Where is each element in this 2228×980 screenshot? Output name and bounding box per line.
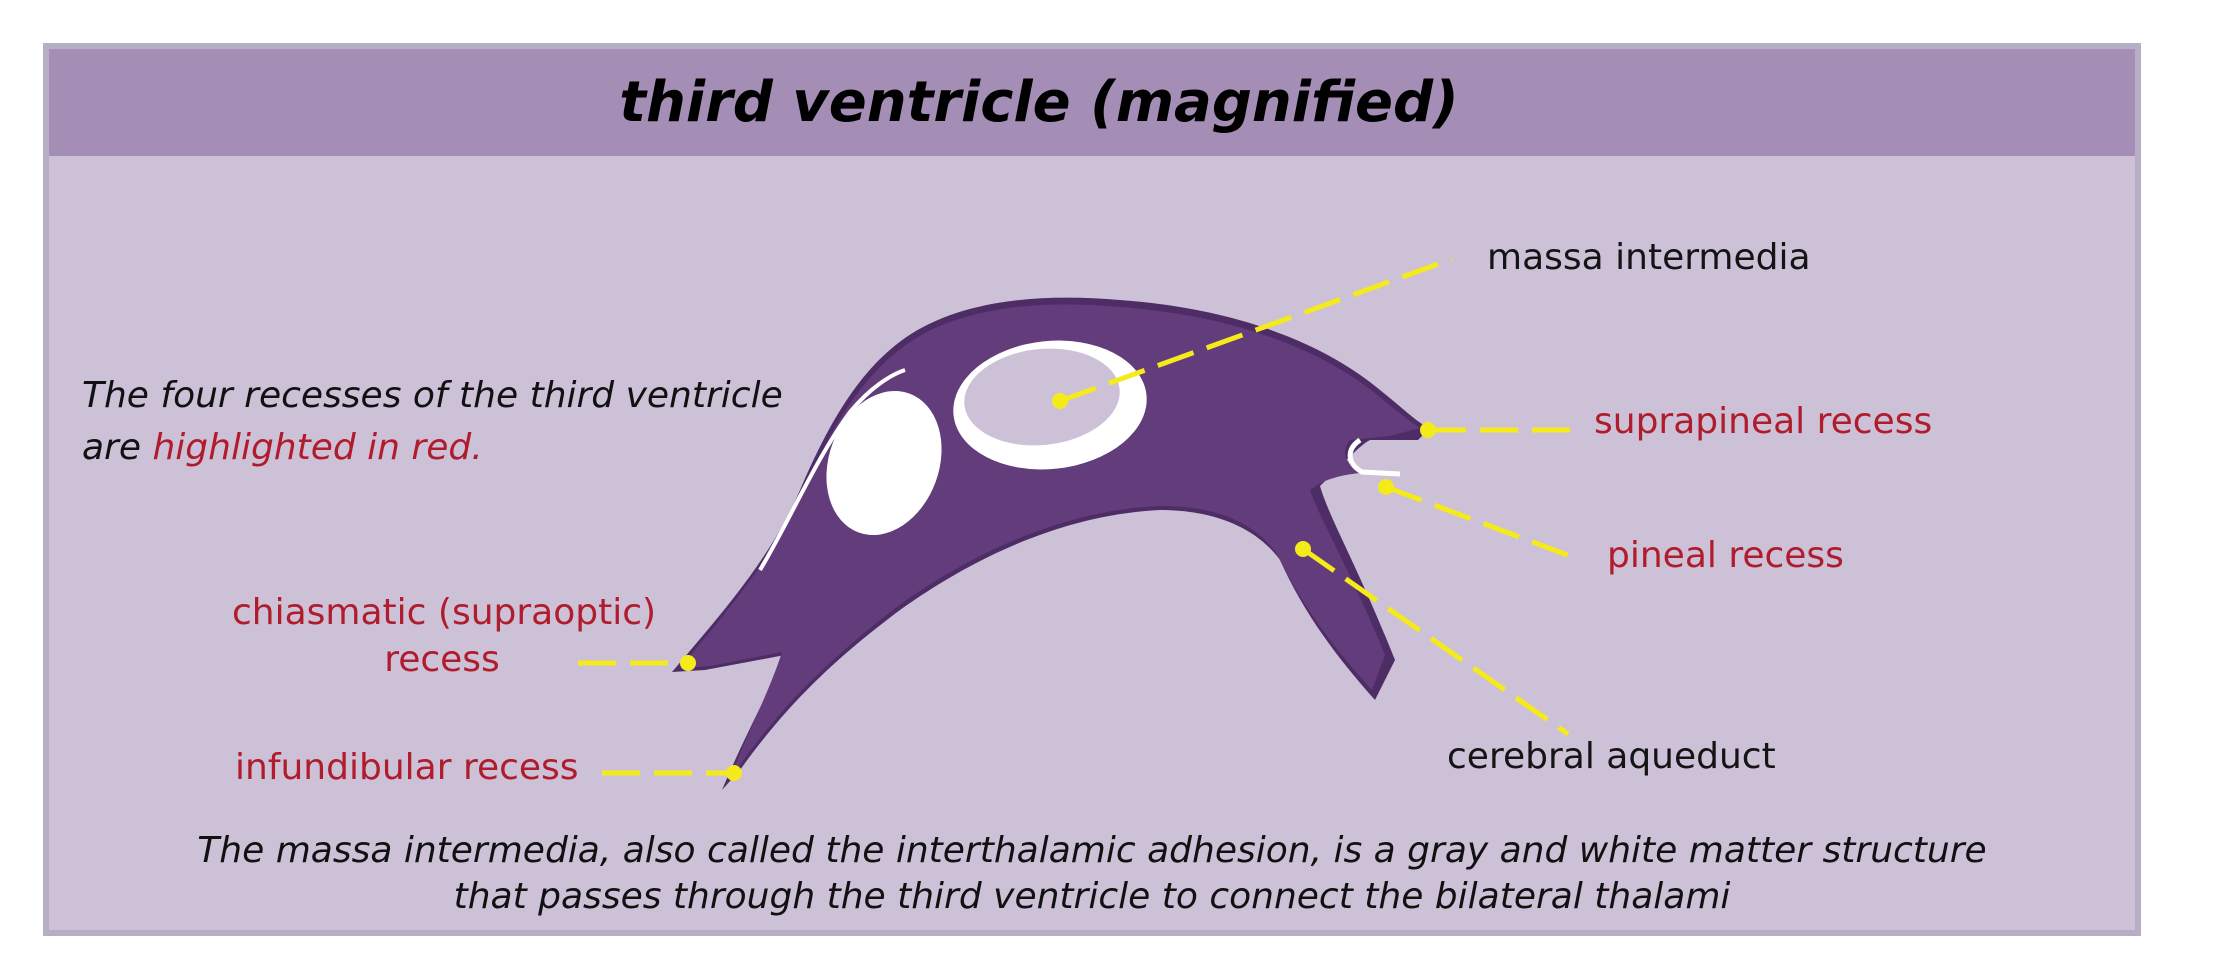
dot-cerebral-aqueduct xyxy=(1295,541,1311,557)
title-bar: third ventricle (magnified) xyxy=(49,49,2135,156)
dot-infundibular-recess xyxy=(726,765,742,781)
label-chiasmatic-line-1: chiasmatic (supraoptic) xyxy=(232,592,657,633)
page-title: third ventricle (magnified) xyxy=(619,70,1459,135)
dot-massa-intermedia xyxy=(1052,393,1068,409)
note-line-1: The four recesses of the third ventricle xyxy=(82,375,783,416)
caption: The massa intermedia, also called the in… xyxy=(49,828,2135,920)
label-chiasmatic-recess: chiasmatic (supraoptic) recess xyxy=(232,590,657,684)
leader-pineal-recess xyxy=(1385,484,1571,559)
label-suprapineal-recess: suprapineal recess xyxy=(1594,401,1933,442)
leader-cerebral-aqueduct xyxy=(1301,546,1570,737)
label-chiasmatic-line-2: recess xyxy=(384,638,500,680)
note-line-2: are highlighted in red. xyxy=(82,422,783,474)
leader-massa-intermedia xyxy=(1059,256,1453,404)
label-pineal-recess: pineal recess xyxy=(1607,535,1844,576)
label-infundibular-recess: infundibular recess xyxy=(235,747,579,788)
label-massa-intermedia: massa intermedia xyxy=(1487,237,1811,278)
ventricle-highlight xyxy=(758,368,906,572)
dot-suprapineal-recess xyxy=(1420,422,1436,438)
caption-line-2: that passes through the third ventricle … xyxy=(453,876,1731,917)
label-cerebral-aqueduct: cerebral aqueduct xyxy=(1447,736,1776,777)
note-line-2-prefix: are xyxy=(82,427,153,468)
interventricular-opening xyxy=(826,390,942,536)
pineal-recess-notch xyxy=(1347,437,1401,477)
massa-intermedia xyxy=(964,348,1120,446)
dot-chiasmatic-recess xyxy=(680,655,696,671)
note-highlight: highlighted in red. xyxy=(152,427,483,468)
recesses-note: The four recesses of the third ventricle… xyxy=(82,370,783,474)
caption-line-1: The massa intermedia, also called the in… xyxy=(197,830,1987,871)
dot-pineal-recess xyxy=(1378,479,1394,495)
